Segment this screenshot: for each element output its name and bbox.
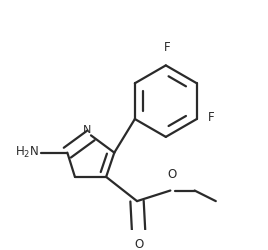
Text: F: F: [164, 41, 171, 54]
Text: N: N: [83, 125, 92, 135]
Text: O: O: [134, 238, 143, 250]
Text: H$_2$N: H$_2$N: [15, 145, 39, 160]
Text: O: O: [167, 168, 177, 181]
Text: F: F: [208, 111, 215, 124]
